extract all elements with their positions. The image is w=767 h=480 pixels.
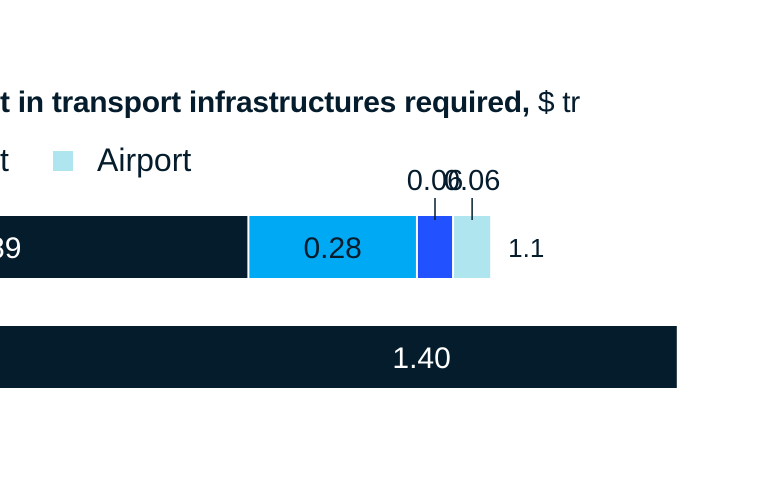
segment-label-row1-2: 0.28: [303, 232, 361, 265]
legend-label-airport: Airport: [97, 142, 192, 178]
legend-swatch-airport: [53, 150, 73, 171]
total-label-row1: 1.1: [508, 233, 544, 263]
bar-segment-row1-2: [249, 216, 416, 278]
segment-label-row2-1: 1.40: [392, 342, 450, 375]
chart-title-unit: $ tr: [537, 86, 580, 119]
bar-segment-row1-1: [0, 216, 248, 278]
chart-title: t in transport infrastructures required,…: [0, 86, 580, 120]
bar-segment-row1-3: [417, 216, 453, 278]
segment-label-row1-1: 89: [0, 232, 21, 265]
bar-segment-row2-1: [0, 326, 677, 388]
legend-item-airport: Airport: [53, 142, 191, 179]
bar-segment-row1-4: [454, 216, 491, 278]
legend-label-cut: t: [0, 142, 9, 178]
chart-title-text: t in transport infrastructures required,: [0, 86, 530, 119]
segment-label-row1-3: 0.06: [407, 165, 463, 197]
segment-label-row1-4: 0.06: [444, 165, 500, 197]
